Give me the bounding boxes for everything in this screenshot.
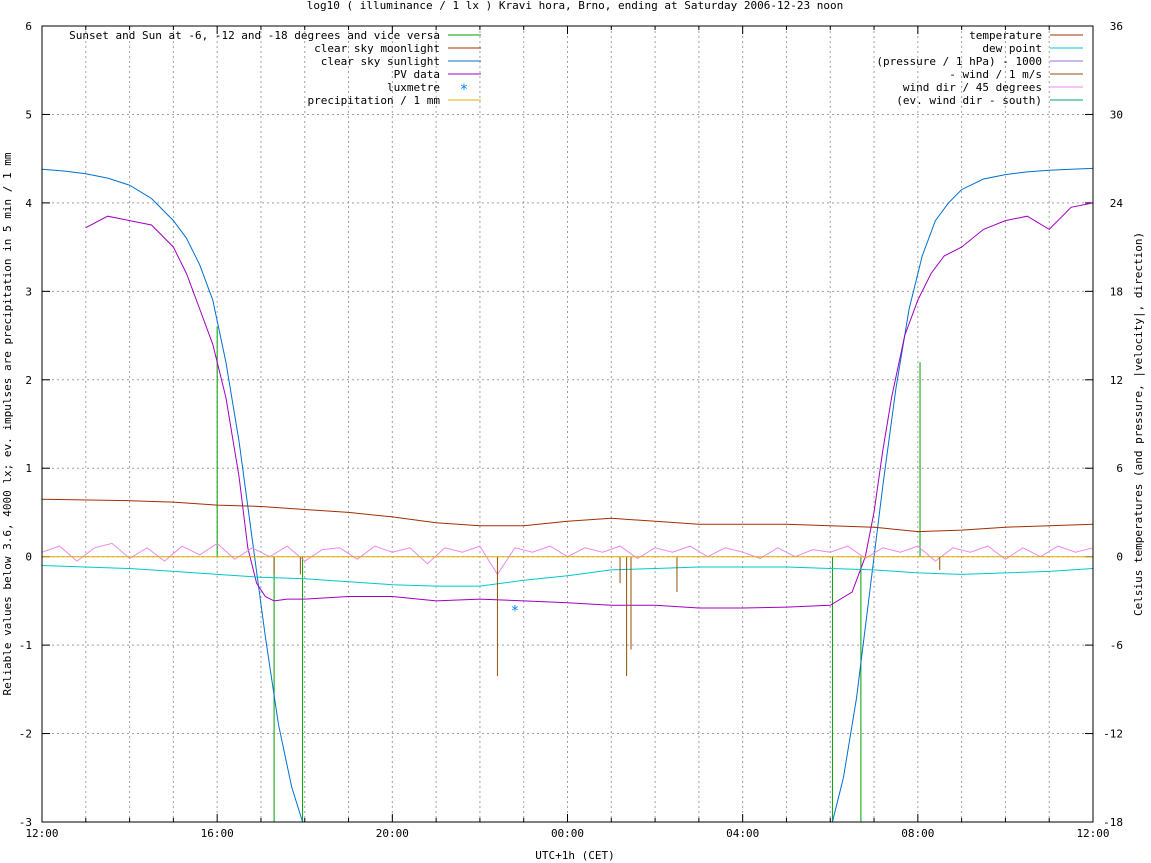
legend-label: (pressure / 1 hPa) - 1000 — [876, 55, 1042, 68]
legend-swatch: * — [460, 82, 468, 98]
y-left-tick-label: -2 — [19, 728, 32, 741]
x-tick-label: 20:00 — [376, 827, 409, 840]
legend-label: (ev. wind dir - south) — [896, 94, 1042, 107]
legend-label: wind dir / 45 degrees — [903, 81, 1042, 94]
x-tick-label: 00:00 — [551, 827, 584, 840]
series-line-pv-data — [85, 202, 1094, 609]
y-right-tick-label: 36 — [1110, 20, 1123, 33]
x-tick-label: 16:00 — [201, 827, 234, 840]
legend-label: Sunset and Sun at -6, -12 and -18 degree… — [69, 29, 440, 42]
legend-label: dew point — [982, 42, 1042, 55]
y-left-tick-label: 1 — [25, 462, 32, 475]
series-layer: * — [41, 167, 1094, 823]
y-axis-left-label: Reliable values below 3.6, 4000 lx; ev. … — [1, 152, 14, 695]
y-axis-right-label: Celsius temperatures (and pressure, |vel… — [1132, 232, 1145, 616]
y-left-tick-label: -1 — [19, 639, 32, 652]
y-right-tick-label: -6 — [1110, 639, 1123, 652]
y-right-tick-label: 0 — [1116, 551, 1123, 564]
y-right-tick-label: 6 — [1116, 462, 1123, 475]
y-left-tick-label: 3 — [25, 285, 32, 298]
y-right-tick-label: 24 — [1110, 197, 1124, 210]
y-right-tick-label: 30 — [1110, 108, 1123, 121]
legend-label: clear sky moonlight — [314, 42, 440, 55]
x-tick-label: 12:00 — [25, 827, 58, 840]
y-left-tick-label: 6 — [25, 20, 32, 33]
series-line-temperature — [41, 498, 1094, 533]
x-tick-label: 12:00 — [1076, 827, 1109, 840]
legend-left: Sunset and Sun at -6, -12 and -18 degree… — [69, 29, 481, 107]
y-left-tick-label: 5 — [25, 108, 32, 121]
legend-label: temperature — [969, 29, 1042, 42]
x-tick-label: 04:00 — [726, 827, 759, 840]
legend-label: clear sky sunlight — [321, 55, 440, 68]
luxmetre-point: * — [511, 604, 519, 620]
series-line-dew-point — [41, 565, 1094, 587]
legend-label: PV data — [394, 68, 440, 81]
chart-title: log10 ( illuminance / 1 lx ) Kravi hora,… — [307, 0, 843, 12]
legend-label: - wind / 1 m/s — [949, 68, 1042, 81]
y-right-tick-label: -18 — [1103, 816, 1123, 829]
y-right-tick-label: 18 — [1110, 285, 1123, 298]
y-left-tick-label: -3 — [19, 816, 32, 829]
legend-label: luxmetre — [387, 81, 440, 94]
x-tick-label: 08:00 — [901, 827, 934, 840]
y-left-tick-label: 0 — [25, 551, 32, 564]
y-left-tick-label: 2 — [25, 374, 32, 387]
y-right-tick-label: 12 — [1110, 374, 1123, 387]
y-right-tick-label: -12 — [1103, 728, 1123, 741]
y-left-tick-label: 4 — [25, 197, 32, 210]
legend-label: precipitation / 1 mm — [308, 94, 441, 107]
x-axis-label: UTC+1h (CET) — [535, 849, 614, 862]
plot-frame — [41, 25, 1094, 823]
